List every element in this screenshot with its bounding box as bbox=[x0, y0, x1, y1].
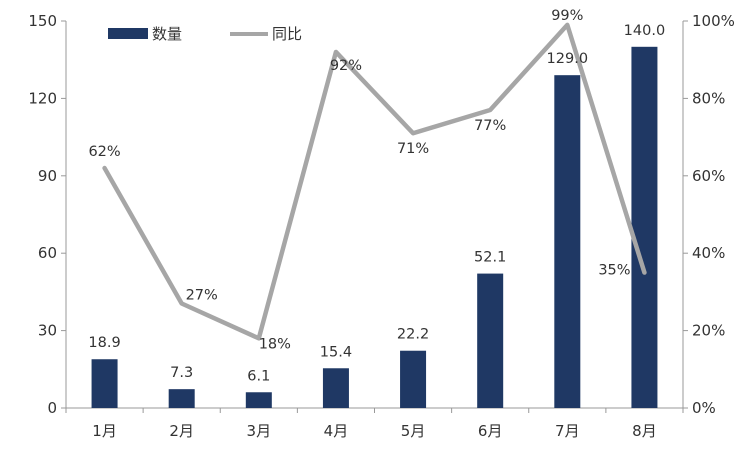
legend-line-label: 同比 bbox=[272, 25, 302, 43]
x-tick-label: 4月 bbox=[324, 422, 349, 440]
data-labels: 18.9 7.3 6.1 15.4 22.2 52.1 129.0 140.0 62% 27% 18… bbox=[88, 8, 665, 384]
line-value-label: 99% bbox=[551, 8, 583, 24]
line-value-label: 18% bbox=[259, 336, 291, 352]
y-right-tick-label: 80% bbox=[692, 89, 725, 107]
y-left-tick-label: 120 bbox=[28, 89, 57, 107]
y-right-tick-label: 20% bbox=[692, 322, 725, 340]
bar bbox=[245, 392, 272, 408]
x-tick-label: 2月 bbox=[169, 422, 194, 440]
bar bbox=[554, 75, 581, 409]
line-value-label: 77% bbox=[474, 118, 506, 134]
legend-bar-label: 数量 bbox=[152, 25, 182, 43]
bar bbox=[91, 359, 118, 408]
x-tick-label: 7月 bbox=[555, 422, 580, 440]
bar bbox=[400, 350, 427, 408]
axes: 0 30 60 90 120 150 0% 20% 40% 60% 80% 100% 1月 2月 3月 4月 5… bbox=[28, 12, 735, 440]
y-left-tick-label: 0 bbox=[47, 399, 57, 417]
bar-value-label: 7.3 bbox=[170, 365, 193, 381]
legend-bar-swatch bbox=[108, 28, 148, 39]
bar bbox=[322, 368, 349, 408]
y-right-tick-label: 100% bbox=[692, 12, 735, 30]
bar-value-label: 52.1 bbox=[474, 250, 506, 266]
line-value-label: 71% bbox=[397, 141, 429, 157]
line-path bbox=[102, 22, 647, 341]
y-left-tick-label: 30 bbox=[38, 322, 57, 340]
y-left-tick-label: 60 bbox=[38, 244, 57, 262]
line-value-label: 35% bbox=[598, 263, 630, 279]
y-left-tick-label: 90 bbox=[38, 167, 57, 185]
line-value-label: 92% bbox=[330, 58, 362, 74]
y-left-tick-label: 150 bbox=[28, 12, 57, 30]
x-tick-label: 3月 bbox=[247, 422, 272, 440]
y-right-tick-label: 40% bbox=[692, 244, 725, 262]
bar-value-label: 18.9 bbox=[88, 335, 120, 351]
x-tick-label: 6月 bbox=[478, 422, 503, 440]
x-tick-label: 8月 bbox=[632, 422, 657, 440]
line-value-label: 27% bbox=[186, 288, 218, 304]
bar-value-label: 22.2 bbox=[397, 327, 429, 343]
x-tick-label: 5月 bbox=[401, 422, 426, 440]
bar-value-label: 6.1 bbox=[247, 368, 270, 384]
bar-value-label: 15.4 bbox=[320, 344, 352, 360]
bar-value-label: 129.0 bbox=[547, 51, 589, 67]
y-right-tick-label: 60% bbox=[692, 167, 725, 185]
x-tick-label: 1月 bbox=[92, 422, 117, 440]
bar bbox=[631, 46, 658, 409]
y-right-tick-label: 0% bbox=[692, 399, 716, 417]
bar bbox=[168, 389, 195, 408]
line-series bbox=[102, 22, 647, 341]
bar-value-label: 140.0 bbox=[624, 23, 666, 39]
bar bbox=[477, 273, 504, 408]
legend: 数量 同比 bbox=[108, 25, 302, 43]
line-value-label: 62% bbox=[88, 144, 120, 160]
bar-series bbox=[91, 46, 658, 409]
